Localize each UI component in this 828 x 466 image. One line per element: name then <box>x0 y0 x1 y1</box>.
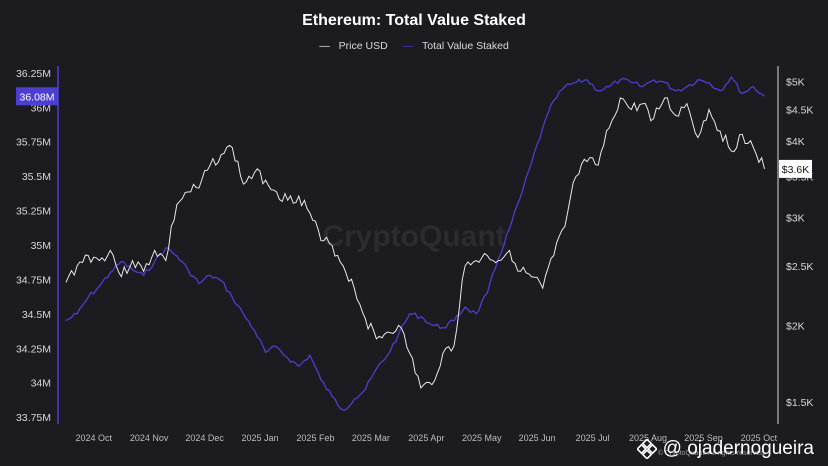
x-tick-label: 2025 Jan <box>241 433 278 443</box>
left-tick-label: 34.75M <box>16 274 51 286</box>
legend-label-price: Price USD <box>338 40 388 52</box>
right-tick-label: $4K <box>786 136 805 148</box>
diamond-logo-icon <box>636 439 657 459</box>
current-markers-layer: 36.08M $3.6K <box>16 87 812 178</box>
right-current-label: $3.6K <box>782 164 809 176</box>
series-price-usd <box>65 97 765 390</box>
legend-swatch-price: — <box>319 40 330 52</box>
left-tick-label: 34.25M <box>16 343 51 355</box>
left-current-badge <box>16 87 58 106</box>
left-tick-label: 35.5M <box>22 171 51 183</box>
watermark-copyright: © CryptoQuant. All rights reserved. <box>658 449 766 457</box>
chart-legend: — Price USD — Total Value Staked <box>0 40 828 52</box>
x-tick-label: 2024 Oct <box>75 433 112 443</box>
left-tick-label: 36M <box>31 102 51 114</box>
left-current-label: 36.08M <box>19 91 54 103</box>
right-tick-label: $1.5K <box>786 397 813 409</box>
legend-swatch-staked: — <box>402 40 414 52</box>
right-current-badge <box>779 159 812 178</box>
watermark-cryptoquant: CryptoQuant <box>322 220 505 253</box>
watermark-brand: @ ojadernogueira <box>636 438 814 460</box>
left-tick-label: 36.25M <box>16 68 51 80</box>
left-tick-label: 34.5M <box>22 309 51 321</box>
x-tick-label: 2024 Nov <box>130 433 169 443</box>
left-tick-label: 35.75M <box>16 137 51 149</box>
left-tick-label: 33.75M <box>16 412 51 424</box>
right-tick-label: $3K <box>786 212 805 224</box>
x-tick-label: 2025 Apr <box>408 433 444 443</box>
x-tick-label: 2025 May <box>462 433 502 443</box>
x-tick-label: 2025 Jul <box>576 433 610 443</box>
legend-item-staked[interactable]: — Total Value Staked <box>400 40 512 52</box>
chart-title: Ethereum: Total Value Staked <box>302 12 526 29</box>
right-tick-label: $2.5K <box>786 261 813 273</box>
left-tick-label: 35.25M <box>16 206 51 218</box>
legend-label-staked: Total Value Staked <box>422 40 509 52</box>
x-tick-label: 2025 Mar <box>352 433 390 443</box>
left-tick-label: 34M <box>31 378 51 390</box>
left-tick-label: 35M <box>31 240 51 252</box>
right-tick-label: $4.5K <box>786 105 813 117</box>
x-tick-label: 2024 Dec <box>185 433 224 443</box>
axes-layer: 36.25M 36M 35.75M 35.5M 35.25M 35M 34.75M 34.5M… <box>16 66 813 443</box>
right-tick-label: $2K <box>786 320 805 332</box>
legend-item-price[interactable]: — Price USD <box>316 40 393 52</box>
x-tick-label: 2025 Aug <box>629 433 667 443</box>
x-tick-label: 2025 Oct <box>741 433 778 443</box>
x-tick-label: 2025 Jun <box>519 433 556 443</box>
right-tick-label: $5K <box>786 77 805 89</box>
x-tick-label: 2025 Sep <box>684 433 723 443</box>
series-total-value-staked <box>65 75 765 411</box>
brand-handle: @ ojadernogueira <box>662 438 814 459</box>
x-tick-label: 2025 Feb <box>296 433 334 443</box>
series-layer <box>65 75 765 411</box>
